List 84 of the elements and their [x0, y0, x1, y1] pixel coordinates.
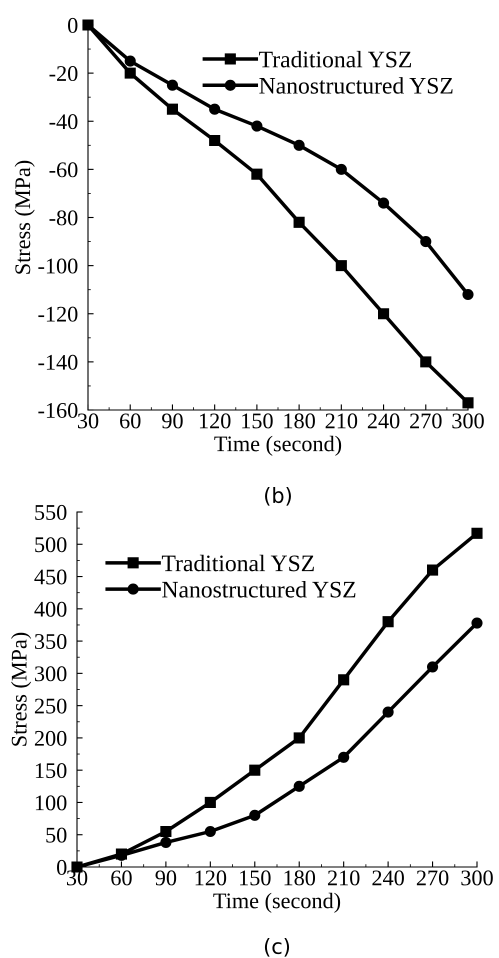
- point: [336, 260, 347, 272]
- text: (b): [265, 487, 291, 506]
- point: [382, 616, 394, 628]
- y-tick-label: 450: [34, 569, 66, 584]
- x-tick-label: 240: [368, 413, 400, 428]
- point: [294, 732, 305, 744]
- point: [378, 198, 390, 209]
- point: [249, 764, 260, 776]
- x-tick-label: 270: [410, 413, 442, 428]
- y-tick-label: -80: [49, 210, 78, 226]
- point: [204, 826, 216, 838]
- x-tick-label: 90: [162, 413, 183, 428]
- x-tick-label: 60: [120, 413, 140, 428]
- point: [249, 810, 260, 821]
- point: [160, 836, 172, 848]
- y-tick-label: -120: [38, 306, 78, 322]
- y-tick-label: 300: [35, 666, 66, 682]
- legend-label: Traditional YSZ: [259, 50, 412, 68]
- point: [124, 56, 136, 67]
- legend-label: Nanostructured YSZ: [259, 77, 453, 94]
- point: [160, 826, 172, 838]
- point: [124, 68, 136, 79]
- point: [204, 796, 216, 808]
- y-tick-label: -140: [38, 354, 78, 370]
- x-tick-label: 30: [78, 413, 98, 428]
- point: [471, 617, 483, 629]
- point: [338, 674, 350, 686]
- point: [166, 80, 178, 91]
- y-tick-label: 100: [36, 795, 66, 810]
- point: [462, 397, 474, 408]
- y-tick-label: -20: [49, 66, 78, 82]
- point: [378, 308, 390, 320]
- x-tick-label: 180: [284, 870, 316, 886]
- y-axis-title: Stress (MPa): [11, 632, 32, 746]
- y-tick-label: 400: [34, 602, 66, 617]
- point: [338, 752, 350, 763]
- x-tick-label: 150: [242, 413, 273, 428]
- y-tick-label: -40: [49, 114, 78, 130]
- x-tick-label: 120: [200, 413, 230, 428]
- y-tick-label: 550: [35, 504, 66, 520]
- legend-label: Traditional YSZ: [162, 554, 314, 572]
- y-tick-label: 150: [36, 763, 66, 778]
- y-tick-label: -100: [38, 258, 78, 274]
- y-tick-label: 500: [35, 537, 66, 552]
- point: [251, 120, 262, 132]
- x-axis-title: Time (second): [213, 892, 340, 913]
- point: [294, 216, 305, 228]
- y-tick-label: -60: [49, 162, 78, 178]
- x-axis-title: Time (second): [214, 436, 342, 456]
- x-tick-label: 270: [416, 870, 448, 886]
- point: [209, 104, 220, 115]
- x-tick-label: 120: [196, 870, 226, 886]
- y-tick-label: 350: [35, 634, 66, 650]
- x-tick-label: 150: [240, 870, 271, 886]
- x-tick-label: 60: [111, 870, 132, 886]
- y-axis-title: Stress (MPa): [14, 160, 35, 274]
- point: [382, 706, 394, 718]
- y-tick-label: 250: [34, 698, 66, 714]
- point: [427, 661, 438, 672]
- point: [294, 780, 305, 792]
- point: [294, 140, 305, 151]
- point: [166, 104, 178, 115]
- point: [462, 288, 474, 300]
- x-tick-label: 300: [452, 413, 484, 428]
- point: [420, 356, 432, 368]
- y-tick-label: 50: [46, 828, 66, 843]
- point: [427, 564, 438, 576]
- y-tick-label: 0: [57, 860, 66, 875]
- point: [251, 168, 262, 180]
- text: (c): [264, 938, 290, 957]
- x-tick-label: 210: [328, 870, 360, 886]
- point: [209, 134, 220, 146]
- point: [471, 528, 483, 539]
- x-tick-label: 240: [372, 870, 404, 886]
- y-tick-label: -160: [38, 402, 78, 418]
- point: [336, 164, 347, 175]
- x-tick-label: 90: [155, 870, 176, 886]
- x-tick-label: 180: [284, 413, 315, 428]
- y-tick-label: 200: [34, 730, 66, 746]
- point: [420, 236, 432, 248]
- y-tick-label: 0: [68, 18, 78, 33]
- legend-label: Nanostructured YSZ: [162, 580, 356, 598]
- x-tick-label: 300: [461, 870, 493, 886]
- x-tick-label: 210: [326, 413, 358, 428]
